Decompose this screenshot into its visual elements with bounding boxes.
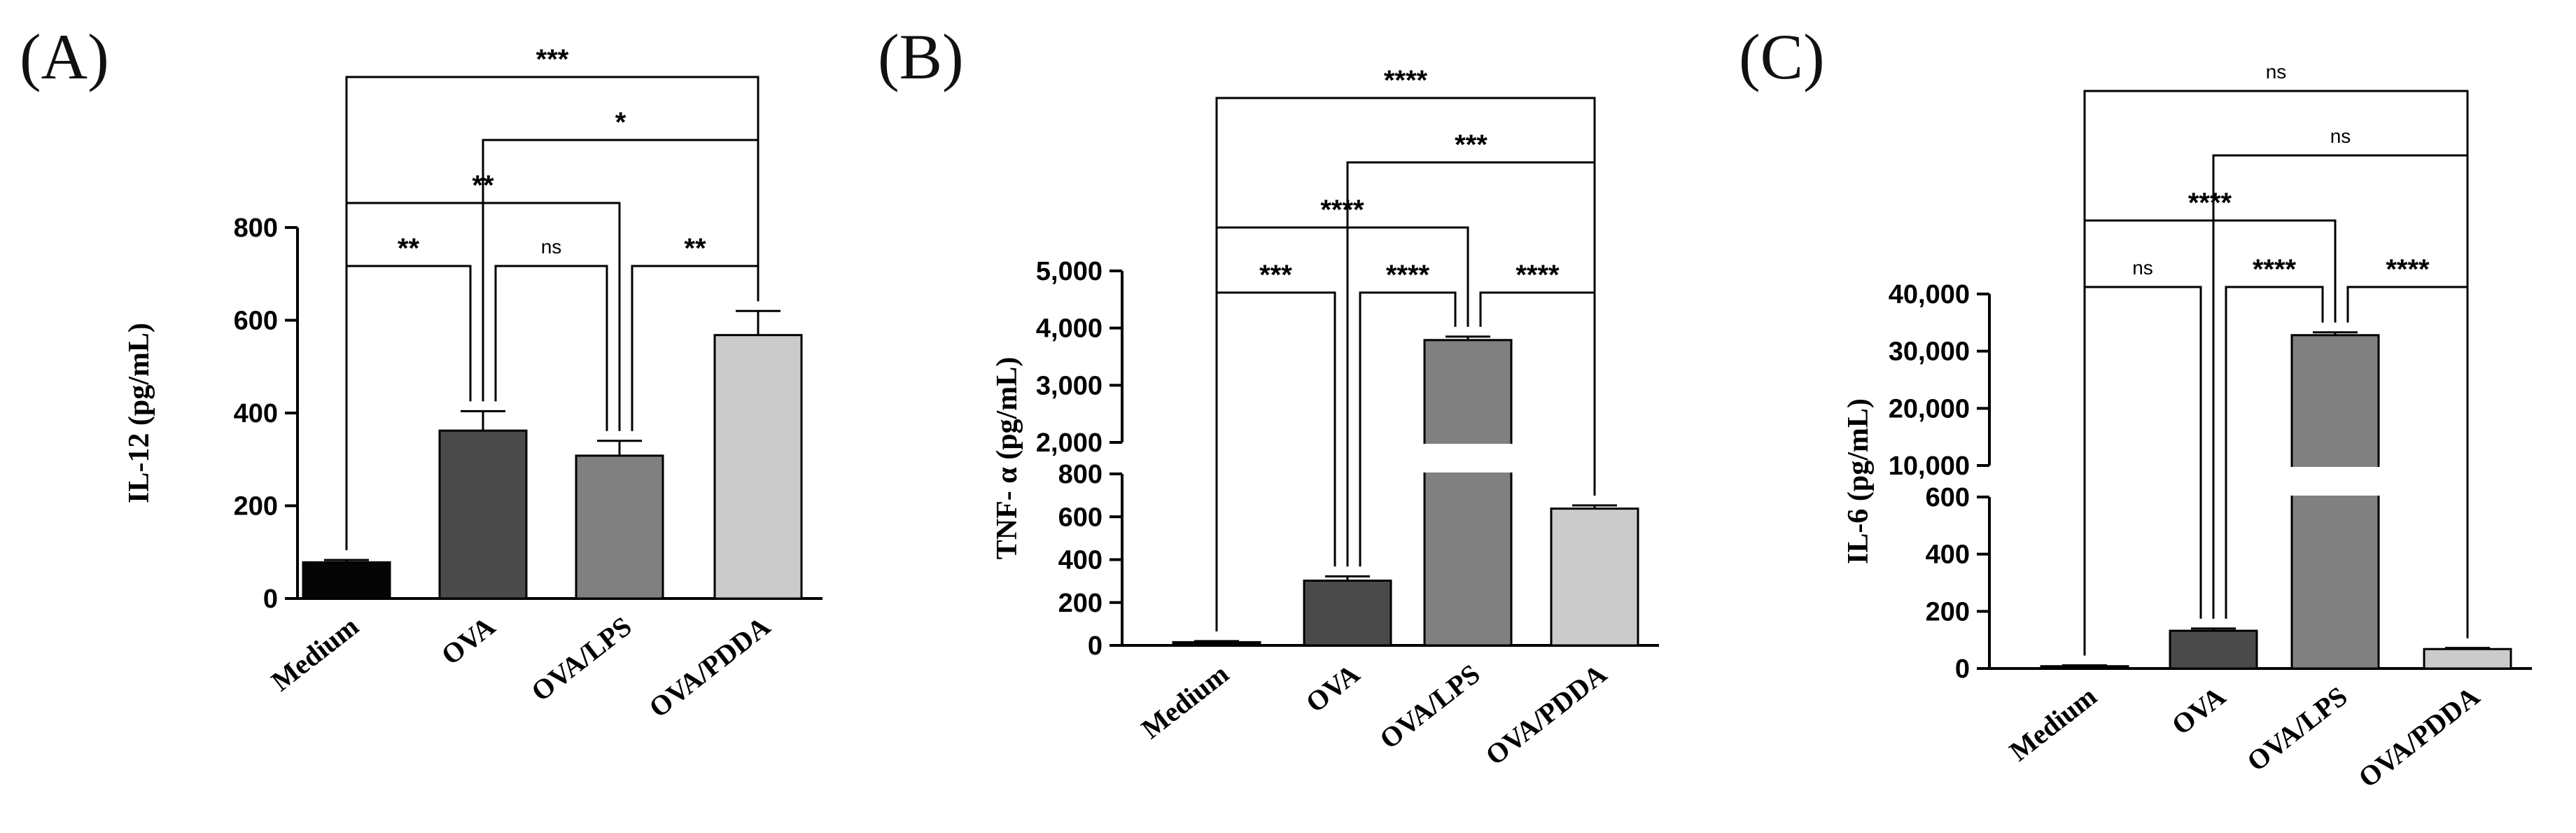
y-axis-label: IL-6 (pg/mL) <box>1842 398 1875 564</box>
panel-label: (B) <box>878 21 964 92</box>
category-label: OVA <box>1300 658 1366 719</box>
significance-bracket <box>345 76 760 551</box>
bar <box>438 429 528 600</box>
significance-label: ns <box>541 236 562 258</box>
bar <box>575 454 664 600</box>
category-label: OVA <box>435 610 501 671</box>
category-label: OVA <box>2166 680 2232 741</box>
y-axis-label: IL-12 (pg/mL) <box>123 323 155 503</box>
category-label: OVA/PDDA <box>2353 680 2486 794</box>
bar <box>1303 580 1392 647</box>
category-label: Medium <box>2003 680 2103 767</box>
significance-label: ns <box>2266 61 2287 83</box>
bar <box>1550 507 1639 647</box>
significance-label: *** <box>1455 130 1488 160</box>
panel-label: (C) <box>1739 21 1825 92</box>
significance-label: ns <box>2132 257 2153 279</box>
bar <box>302 561 391 600</box>
y-tick-label: 400 <box>1926 540 1970 570</box>
bar <box>2423 648 2512 670</box>
significance-bracket <box>494 265 608 431</box>
y-tick-label: 0 <box>263 584 278 614</box>
bar <box>2040 665 2129 670</box>
significance-label: * <box>615 107 626 138</box>
category-label: Medium <box>1135 658 1235 745</box>
axis-break-gap <box>2289 467 2381 496</box>
bar <box>1423 339 1513 647</box>
y-tick-label: 200 <box>1058 589 1102 618</box>
y-tick-label: 40,000 <box>1889 280 1970 309</box>
y-tick-label: 600 <box>234 307 278 336</box>
significance-label: **** <box>2386 254 2430 285</box>
significance-bracket <box>1215 97 1596 631</box>
y-tick-label: 200 <box>1926 597 1970 626</box>
y-tick-label: 400 <box>234 399 278 428</box>
category-label: OVA/LPS <box>2241 680 2353 778</box>
y-tick-label: 5,000 <box>1036 257 1102 286</box>
y-tick-label: 600 <box>1058 503 1102 532</box>
significance-label: **** <box>1320 195 1364 225</box>
significance-label: ** <box>398 233 420 264</box>
significance-label: *** <box>1259 260 1292 290</box>
significance-label: **** <box>1516 260 1560 290</box>
y-tick-label: 20,000 <box>1889 394 1970 424</box>
significance-label: ** <box>684 233 706 264</box>
significance-label: **** <box>1384 65 1428 96</box>
category-label: OVA/LPS <box>1373 658 1485 755</box>
panel-a: (A) IL-12 (pg/mL) 0 200 400 600 800 Medium OVA OV… <box>20 21 822 724</box>
significance-bracket <box>2225 286 2324 619</box>
y-tick-label: 800 <box>234 214 278 243</box>
bar <box>2169 629 2258 670</box>
significance-label: **** <box>1386 260 1430 290</box>
significance-label: **** <box>2188 188 2232 218</box>
category-label: OVA/PDDA <box>1480 658 1613 771</box>
y-axis-label: TNF- α (pg/mL) <box>991 357 1023 559</box>
significance-label: **** <box>2253 254 2297 285</box>
significance-bracket <box>1359 291 1457 567</box>
category-label: OVA/LPS <box>525 610 637 708</box>
category-label: Medium <box>265 610 365 697</box>
significance-bracket <box>2083 286 2202 656</box>
bar <box>713 334 803 600</box>
axis-break-gap <box>1422 444 1514 472</box>
y-tick-label: 4,000 <box>1036 314 1102 344</box>
y-tick-label: 600 <box>1926 483 1970 512</box>
y-tick-label: 10,000 <box>1889 451 1970 481</box>
significance-bracket <box>2083 90 2469 656</box>
bar <box>2290 334 2380 670</box>
panel-label: (A) <box>20 21 109 92</box>
y-tick-label: 0 <box>1955 654 1970 684</box>
significance-label: *** <box>536 44 569 75</box>
significance-label: ns <box>2330 125 2351 147</box>
y-tick-label: 3,000 <box>1036 371 1102 400</box>
y-tick-label: 30,000 <box>1889 337 1970 367</box>
y-tick-label: 2,000 <box>1036 428 1102 458</box>
y-tick-label: 0 <box>1088 631 1102 661</box>
category-label: OVA/PDDA <box>643 610 776 724</box>
y-tick-label: 200 <box>234 492 278 522</box>
y-tick-label: 800 <box>1058 460 1102 489</box>
y-tick-label: 400 <box>1058 546 1102 575</box>
bar <box>1172 640 1261 647</box>
